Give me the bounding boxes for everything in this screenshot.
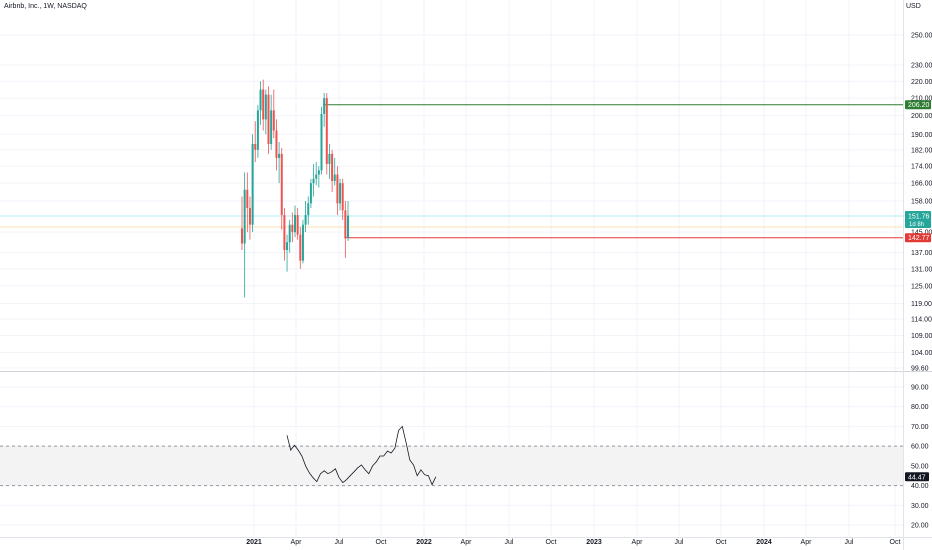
candle-body[interactable] [347, 215, 349, 238]
candle-body[interactable] [331, 153, 334, 181]
price-tick-label: 119.00 [911, 301, 932, 308]
symbol-title[interactable]: Airbnb, Inc., 1W, NASDAQ [4, 3, 87, 10]
candle-body[interactable] [320, 113, 323, 171]
price-tick-label: 145.00 [911, 230, 932, 237]
time-tick-label: 2021 [246, 539, 262, 546]
price-tick-label: 174.00 [911, 164, 932, 171]
time-tick-label: Apr [632, 539, 644, 546]
time-tick-label: Oct [890, 539, 901, 546]
time-tick-label: Apr [291, 539, 303, 546]
rsi-tick-label: 50.00 [911, 463, 929, 470]
candle-body[interactable] [275, 130, 278, 158]
candle-body[interactable] [301, 224, 304, 261]
candle-body[interactable] [325, 98, 328, 165]
time-tick-label: Apr [461, 539, 473, 546]
time-tick-label: Oct [716, 539, 727, 546]
resistance-price-text: 206.20 [908, 102, 930, 109]
candle-body[interactable] [243, 189, 246, 244]
rsi-tick-label: 90.00 [911, 385, 929, 392]
candle-body[interactable] [317, 170, 320, 175]
candle-body[interactable] [309, 183, 312, 204]
candle-body[interactable] [264, 94, 267, 120]
price-tick-label: 250.00 [911, 33, 932, 40]
support-price-tag[interactable] [905, 233, 931, 243]
price-tick-label: 166.00 [911, 181, 932, 188]
candle-body[interactable] [299, 234, 302, 261]
candle-body[interactable] [280, 153, 283, 216]
price-tick-label: 182.00 [911, 147, 932, 154]
price-tick-label: 109.00 [911, 333, 932, 340]
last-price-tag[interactable] [905, 211, 931, 228]
candle-body[interactable] [294, 215, 296, 233]
price-tick-label: 210.00 [911, 96, 932, 103]
candle-body[interactable] [270, 110, 273, 144]
candle-body[interactable] [333, 174, 336, 181]
rsi-tick-label: 20.00 [911, 523, 929, 530]
time-tick-label: Apr [801, 539, 813, 546]
time-tick-label: 2023 [586, 539, 602, 546]
candle-body[interactable] [248, 207, 251, 225]
rsi-tick-label: 70.00 [911, 424, 929, 431]
rsi-tick-label: 30.00 [911, 503, 929, 510]
candle-body[interactable] [259, 89, 262, 111]
candle-body[interactable] [283, 215, 286, 251]
rsi-value-text: 44.47 [908, 474, 926, 481]
price-tick-label: 99.60 [911, 366, 929, 373]
time-tick-label: Jul [505, 539, 514, 546]
last-price-text: 151.76 [908, 214, 930, 221]
price-tick-label: 200.00 [911, 113, 932, 120]
candle-body[interactable] [272, 110, 275, 131]
time-tick-label: Oct [376, 539, 387, 546]
price-tick-label: 137.00 [911, 250, 932, 257]
price-tick-label: 131.00 [911, 266, 932, 273]
price-tick-label: 104.00 [911, 350, 932, 357]
price-tick-label: 158.00 [911, 199, 932, 206]
candle-body[interactable] [312, 178, 315, 184]
time-tick-label: Jul [845, 539, 854, 546]
candle-body[interactable] [336, 174, 339, 204]
candle-body[interactable] [256, 110, 259, 150]
candle-body[interactable] [341, 183, 344, 211]
rsi-value-tag[interactable] [905, 472, 929, 482]
time-tick-label: Jul [675, 539, 684, 546]
candle-body[interactable] [267, 94, 270, 144]
candle-body[interactable] [315, 174, 318, 179]
candle-body[interactable] [254, 143, 257, 150]
time-tick-label: 2022 [416, 539, 432, 546]
candle-body[interactable] [288, 224, 291, 243]
candle-body[interactable] [241, 228, 243, 244]
price-tick-label: 125.00 [911, 283, 932, 290]
price-tick-label: 190.00 [911, 132, 932, 139]
resistance-price-tag[interactable] [905, 100, 931, 110]
rsi-tick-label: 40.00 [911, 483, 929, 490]
candle-body[interactable] [296, 215, 299, 235]
candle-body[interactable] [304, 215, 307, 225]
candle-body[interactable] [323, 98, 326, 114]
candle-body[interactable] [307, 203, 310, 216]
price-tick-label: 220.00 [911, 79, 932, 86]
price-tick-label: 114.00 [911, 317, 932, 324]
price-tick-label: 230.00 [911, 63, 932, 70]
currency-label[interactable]: USD [906, 3, 921, 10]
candle-body[interactable] [246, 189, 249, 208]
time-tick-label: Jul [335, 539, 344, 546]
candle-body[interactable] [278, 153, 281, 158]
candle-body[interactable] [339, 183, 342, 204]
candle-body[interactable] [251, 143, 254, 225]
candle-body[interactable] [286, 242, 289, 251]
candle-body[interactable] [344, 210, 347, 238]
candle-body[interactable] [262, 89, 265, 120]
rsi-tick-label: 80.00 [911, 404, 929, 411]
rsi-tick-label: 60.00 [911, 444, 929, 451]
rsi-line[interactable] [286, 425, 437, 486]
time-tick-label: Oct [546, 539, 557, 546]
rsi-band [0, 446, 903, 486]
candle-body[interactable] [291, 224, 294, 233]
candle-body[interactable] [328, 153, 331, 165]
support-price-text: 142.77 [908, 235, 930, 242]
bar-countdown-text: 1d 8h [909, 222, 924, 228]
time-tick-label: 2024 [756, 539, 772, 546]
